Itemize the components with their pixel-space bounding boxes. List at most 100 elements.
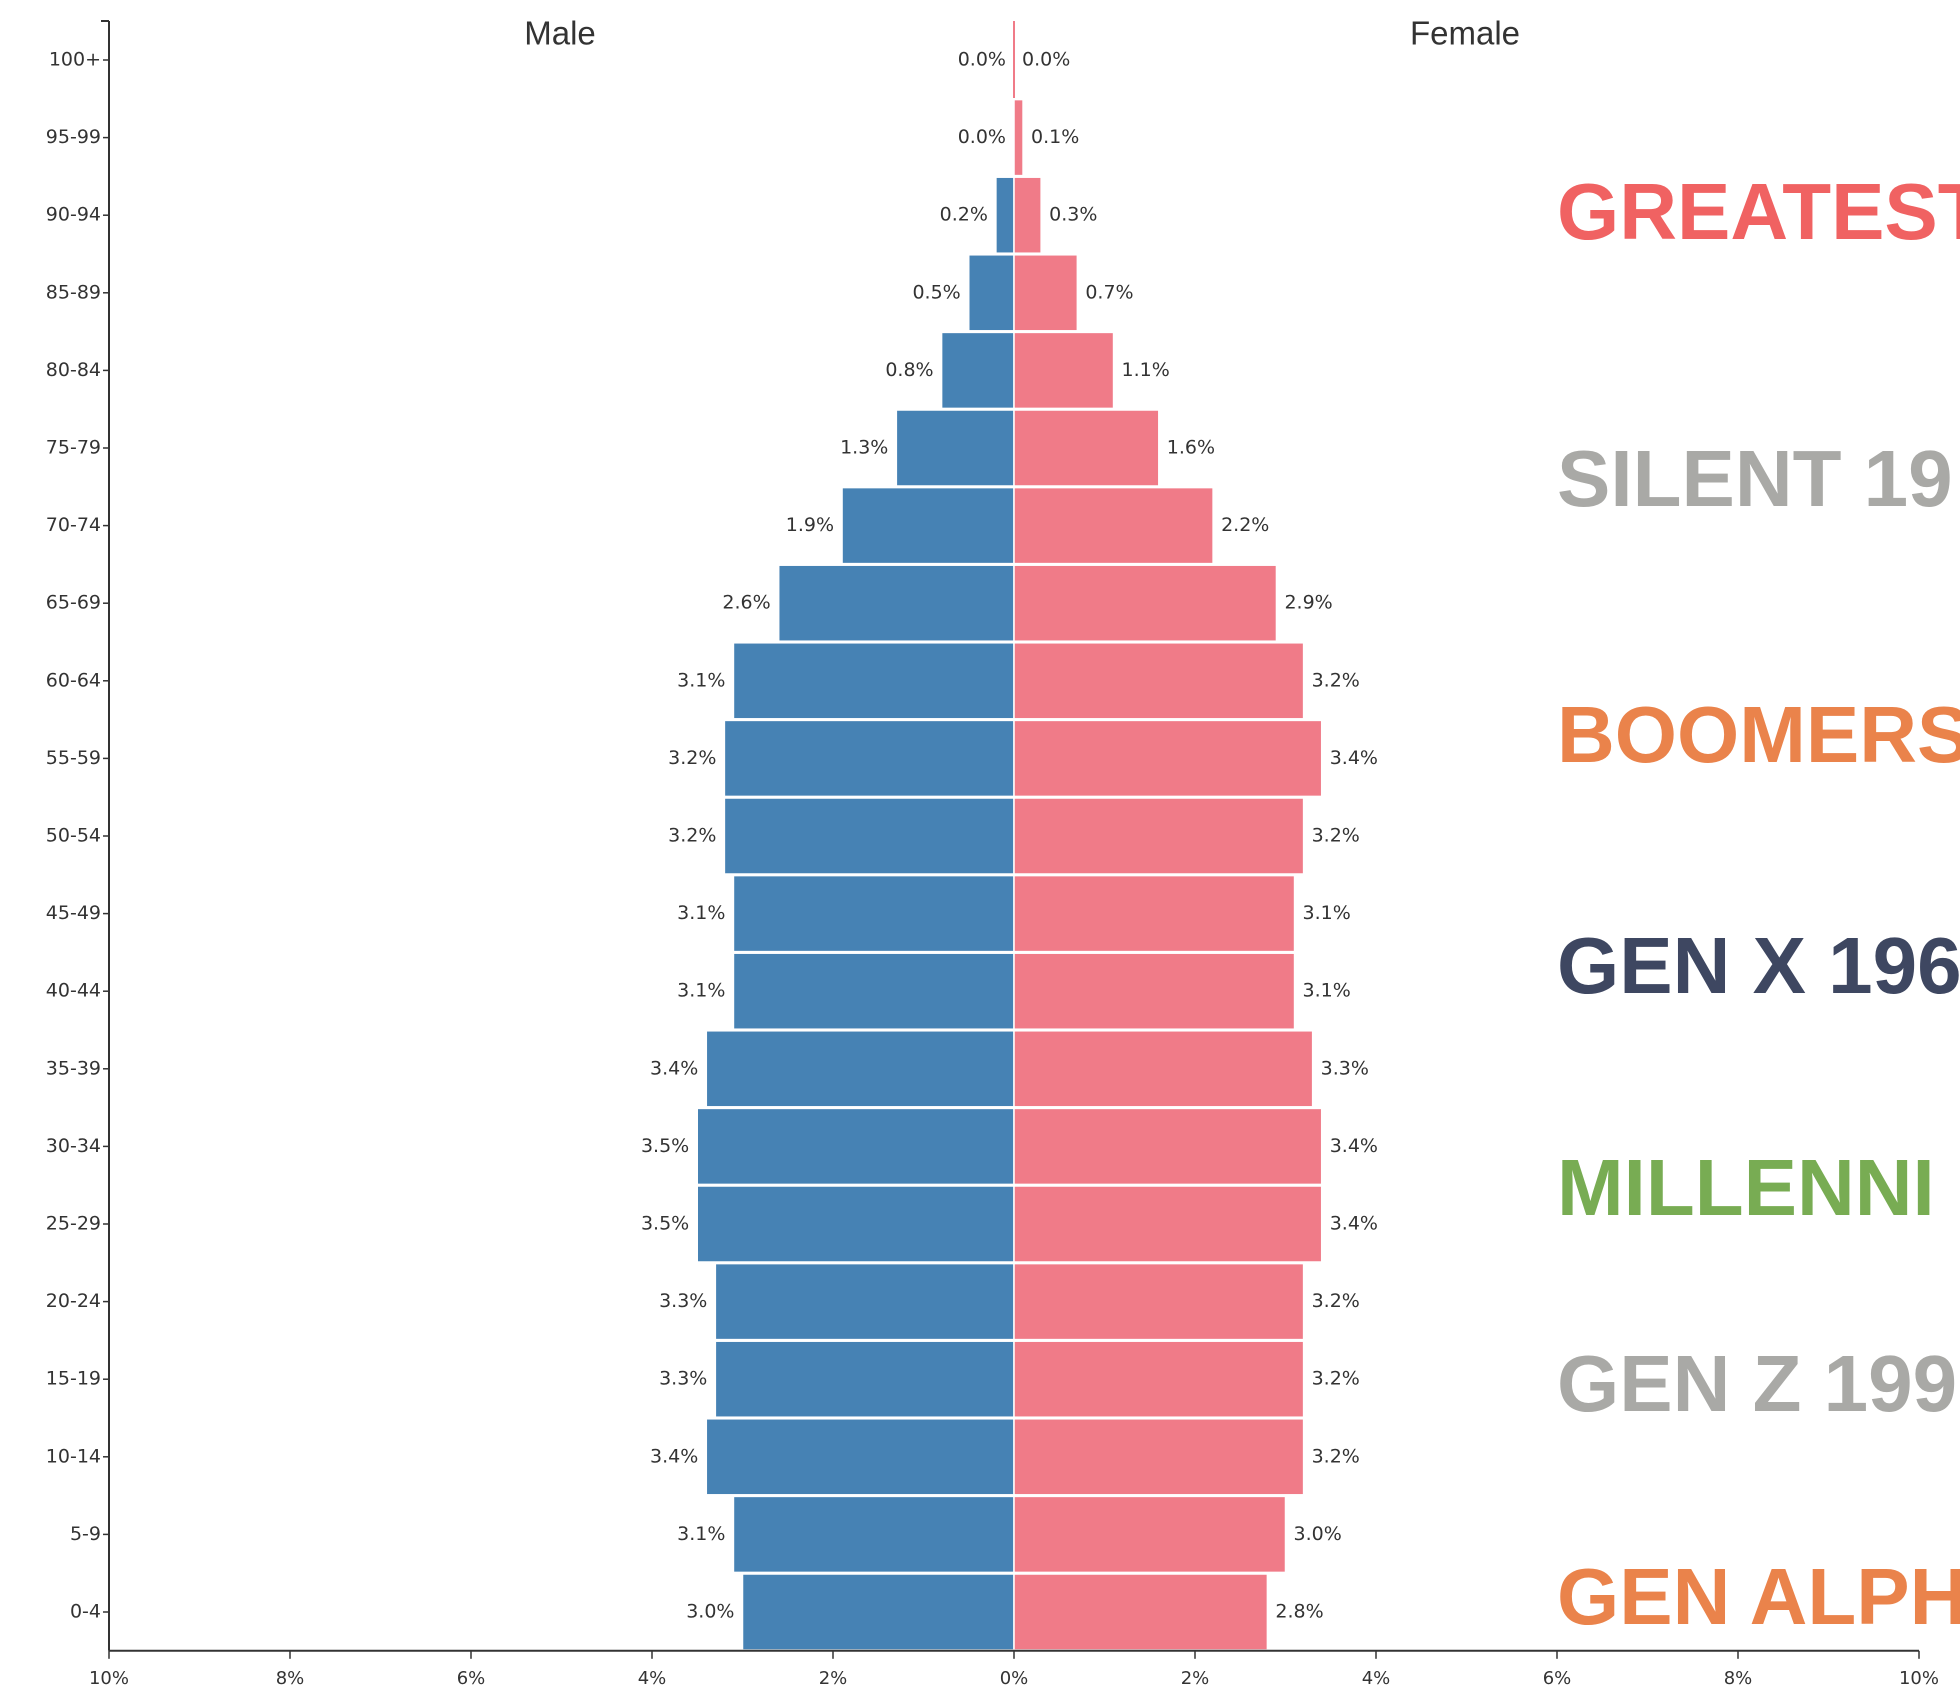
y-tick-label: 50-54: [46, 825, 101, 847]
y-tick-label: 5-9: [70, 1523, 101, 1545]
value-label: 0.0%: [958, 49, 1006, 71]
bar: [714, 1340, 1015, 1418]
x-tick-label: 6%: [1543, 1668, 1572, 1689]
value-label: 1.6%: [1167, 437, 1215, 459]
value-label: 3.2%: [668, 747, 716, 769]
value-label: 0.8%: [885, 359, 933, 381]
generation-label: BOOMERS: [1557, 690, 1960, 779]
bar: [841, 486, 1015, 565]
generation-label: GREATEST: [1557, 167, 1960, 256]
value-label: 3.2%: [1312, 1290, 1360, 1312]
y-tick-label: 20-24: [46, 1290, 101, 1312]
x-tick-label: 2%: [1181, 1668, 1210, 1689]
bar: [1013, 1418, 1305, 1496]
y-tick-label: 35-39: [46, 1057, 101, 1079]
value-label: 3.2%: [1312, 1368, 1360, 1390]
value-label: 3.2%: [1312, 669, 1360, 691]
bar: [777, 564, 1015, 642]
bar: [741, 1573, 1015, 1651]
y-tick-label: 45-49: [46, 902, 101, 924]
value-label: 2.6%: [722, 592, 770, 614]
value-label: 0.2%: [940, 204, 988, 226]
bar: [1013, 1573, 1269, 1651]
bar: [940, 331, 1015, 410]
value-label: 1.1%: [1122, 359, 1170, 381]
x-tick-label: 8%: [1724, 1668, 1753, 1689]
bar: [1013, 486, 1214, 565]
bar: [1013, 1262, 1305, 1341]
value-label: 3.3%: [659, 1290, 707, 1312]
value-label: 1.9%: [786, 514, 834, 536]
y-tick-label: 80-84: [46, 359, 101, 381]
value-label: 3.2%: [1312, 1445, 1360, 1467]
value-label: 0.3%: [1049, 204, 1097, 226]
y-tick-label: 70-74: [46, 514, 101, 536]
value-label: 2.9%: [1284, 592, 1332, 614]
y-tick-label: 25-29: [46, 1213, 101, 1235]
y-tick-label: 40-44: [46, 980, 101, 1002]
bar: [1013, 331, 1115, 410]
bar: [1013, 176, 1042, 254]
generation-label: MILLENNI: [1557, 1143, 1935, 1232]
bar: [723, 797, 1015, 875]
y-tick-label: 75-79: [46, 437, 101, 459]
y-tick-label: 85-89: [46, 281, 101, 303]
series-title: Female: [1410, 15, 1520, 52]
bar: [1013, 719, 1323, 798]
y-tick-label: 65-69: [46, 592, 101, 614]
bar: [995, 176, 1015, 254]
bar: [895, 409, 1015, 487]
value-label: 3.4%: [650, 1445, 698, 1467]
value-label: 2.8%: [1275, 1601, 1323, 1623]
bar: [1013, 1495, 1287, 1574]
bar: [1013, 797, 1305, 875]
x-tick-label: 10%: [89, 1668, 129, 1689]
value-label: 3.5%: [641, 1135, 689, 1157]
bar: [1013, 98, 1024, 177]
x-tick-label: 4%: [1362, 1668, 1391, 1689]
value-label: 3.1%: [1303, 902, 1351, 924]
value-label: 3.1%: [1303, 980, 1351, 1002]
x-tick-label: 4%: [638, 1668, 667, 1689]
value-label: 0.5%: [912, 281, 960, 303]
generation-label: SILENT 19: [1557, 434, 1953, 523]
value-label: 3.0%: [686, 1601, 734, 1623]
bar: [1013, 254, 1079, 332]
y-tick-label: 0-4: [70, 1601, 101, 1623]
bar: [1013, 952, 1296, 1030]
bar: [696, 1185, 1015, 1263]
bar: [1013, 1107, 1323, 1186]
x-tick-label: 10%: [1899, 1668, 1939, 1689]
value-label: 3.1%: [677, 980, 725, 1002]
bar: [1013, 409, 1160, 487]
bar: [714, 1262, 1015, 1341]
generation-label: GEN ALPH: [1557, 1552, 1960, 1641]
value-label: 3.2%: [1312, 825, 1360, 847]
value-label: 0.0%: [958, 126, 1006, 148]
bar: [732, 952, 1015, 1030]
value-label: 0.1%: [1031, 126, 1079, 148]
bar: [732, 1495, 1015, 1574]
value-label: 3.0%: [1294, 1523, 1342, 1545]
x-tick-label: 8%: [276, 1668, 305, 1689]
value-label: 3.2%: [668, 825, 716, 847]
x-tick-label: 0%: [1000, 1668, 1029, 1689]
bar: [968, 254, 1015, 332]
generation-label: GEN Z 199: [1557, 1339, 1957, 1428]
value-label: 3.1%: [677, 902, 725, 924]
bar: [732, 642, 1015, 720]
bar: [705, 1030, 1015, 1108]
bar: [1013, 564, 1278, 642]
y-tick-label: 30-34: [46, 1135, 101, 1157]
value-label: 3.3%: [1321, 1057, 1369, 1079]
value-label: 3.5%: [641, 1213, 689, 1235]
y-tick-label: 100+: [49, 49, 101, 71]
bar: [1013, 1030, 1314, 1108]
value-label: 3.3%: [659, 1368, 707, 1390]
y-tick-label: 95-99: [46, 126, 101, 148]
y-tick-label: 55-59: [46, 747, 101, 769]
generation-label: GEN X 196: [1557, 921, 1960, 1010]
value-label: 3.4%: [650, 1057, 698, 1079]
y-tick-label: 10-14: [46, 1445, 101, 1467]
